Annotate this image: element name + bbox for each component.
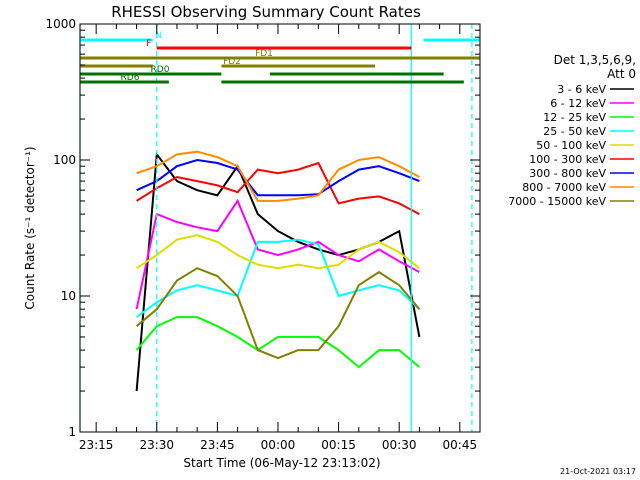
legend-label-3: 25 - 50 keV bbox=[543, 125, 606, 138]
legend-label-8: 7000 - 15000 keV bbox=[508, 195, 606, 208]
y-tick-label-2: 100 bbox=[53, 153, 76, 167]
series-line-3 bbox=[136, 238, 421, 318]
x-tick-label-3: 00:00 bbox=[261, 438, 296, 452]
footer-timestamp: 21-Oct-2021 03:17 bbox=[560, 467, 636, 476]
legend-header-line1: Det 1,3,5,6,9, bbox=[554, 53, 636, 67]
series-line-6 bbox=[136, 158, 420, 197]
x-tick-label-1: 23:30 bbox=[139, 438, 174, 452]
mode-bar-label-N: N bbox=[155, 31, 162, 41]
legend-label-4: 50 - 100 keV bbox=[536, 139, 606, 152]
chart-title: RHESSI Observing Summary Count Rates bbox=[111, 3, 421, 21]
series-line-5 bbox=[136, 161, 420, 215]
legend-label-0: 3 - 6 keV bbox=[557, 83, 606, 96]
x-tick-label-5: 00:30 bbox=[382, 438, 417, 452]
legend-header-line2: Att 0 bbox=[607, 67, 636, 81]
series-line-7 bbox=[136, 150, 420, 202]
series-line-8 bbox=[135, 267, 421, 360]
legend-label-5: 100 - 300 keV bbox=[529, 153, 606, 166]
y-tick-label-3: 1000 bbox=[45, 17, 76, 31]
legend-label-6: 300 - 800 keV bbox=[529, 167, 606, 180]
x-tick-label-6: 00:45 bbox=[443, 438, 478, 452]
series-line-1 bbox=[135, 198, 420, 310]
legend-label-7: 800 - 7000 keV bbox=[522, 181, 606, 194]
series-line-4 bbox=[136, 234, 421, 270]
x-tick-label-2: 23:45 bbox=[200, 438, 235, 452]
y-tick-label-0: 1 bbox=[68, 425, 76, 439]
legend-label-2: 12 - 25 keV bbox=[543, 111, 606, 124]
y-tick-label-1: 10 bbox=[61, 289, 76, 303]
plot-area: NF FD1 FD2 RD0 RD6 1 10 100 1000 23:15 23:30 23:45 0… bbox=[45, 17, 481, 452]
x-tick-label-4: 00:15 bbox=[321, 438, 356, 452]
x-tick-label-0: 23:15 bbox=[79, 438, 114, 452]
mode-bar-label-F: F bbox=[146, 39, 151, 49]
series-line-2 bbox=[135, 316, 421, 369]
mode-bar-label-FD1: FD1 bbox=[255, 49, 273, 59]
legend-label-1: 6 - 12 keV bbox=[550, 97, 606, 110]
y-axis-title: Count Rate (s⁻¹ detector⁻¹) bbox=[23, 146, 37, 309]
plot-frame bbox=[79, 23, 481, 433]
mode-bar-label-RD0: RD0 bbox=[151, 65, 170, 75]
x-axis-title: Start Time (06-May-12 23:13:02) bbox=[183, 456, 380, 470]
mode-bar-label-FD2: FD2 bbox=[223, 57, 241, 67]
mode-bar-label-RD6: RD6 bbox=[121, 73, 140, 83]
